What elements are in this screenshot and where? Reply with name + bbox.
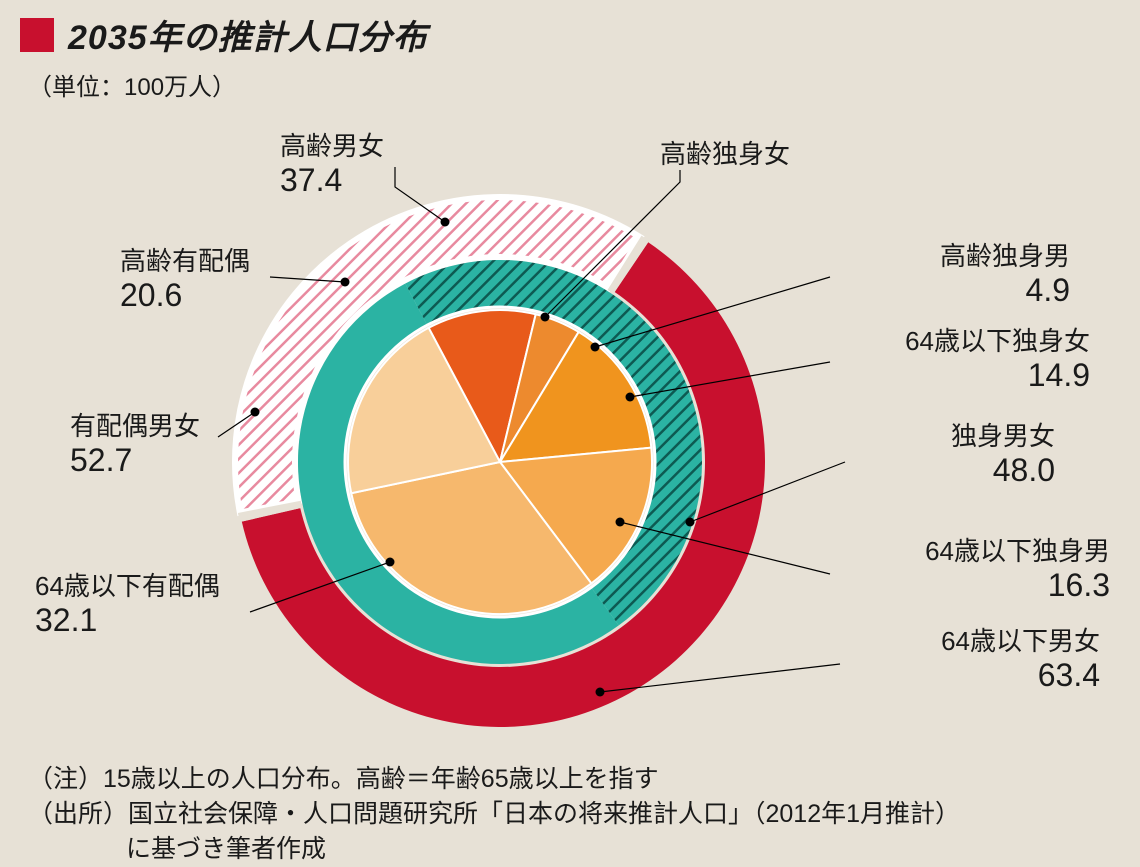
page-title: 2035年の推計人口分布: [68, 10, 428, 59]
label-dokushin-danjo: 独身男女 48.0: [845, 422, 1055, 489]
footnote: （注）15歳以上の人口分布。高齢＝年齢65歳以上を指す （出所）国立社会保障・人…: [0, 762, 1140, 867]
label-u64-dokushin-f: 64歳以下独身女 14.9: [830, 327, 1090, 394]
title-bar: 2035年の推計人口分布: [0, 0, 1140, 59]
chart-area: 高齢男女 37.4 高齢有配偶 20.6 有配偶男女 52.7 64歳以下有配偶…: [0, 102, 1140, 762]
footnote-line-3: に基づき筆者作成: [28, 832, 1140, 867]
label-yuhaigu-danjo: 有配偶男女 52.7: [70, 412, 200, 479]
label-korei-danjo: 高齢男女 37.4: [280, 132, 384, 199]
title-accent-square: [20, 18, 54, 52]
label-u64-danjo: 64歳以下男女 63.4: [840, 627, 1100, 694]
label-u64-dokushin-m: 64歳以下独身男 16.3: [830, 537, 1110, 604]
footnote-line-2: （出所）国立社会保障・人口問題研究所「日本の将来推計人口」（2012年1月推計）: [28, 797, 1140, 832]
label-korei-yuhaigu: 高齢有配偶 20.6: [120, 247, 250, 314]
label-u64-yuhaigu: 64歳以下有配偶 32.1: [35, 572, 220, 639]
footnote-line-1: （注）15歳以上の人口分布。高齢＝年齢65歳以上を指す: [28, 762, 1140, 797]
label-korei-dokushin-f: 高齢独身女: [660, 140, 790, 170]
unit-label: （単位：100万人）: [28, 67, 1140, 102]
label-korei-dokushin-m: 高齢独身男 4.9: [830, 242, 1070, 309]
